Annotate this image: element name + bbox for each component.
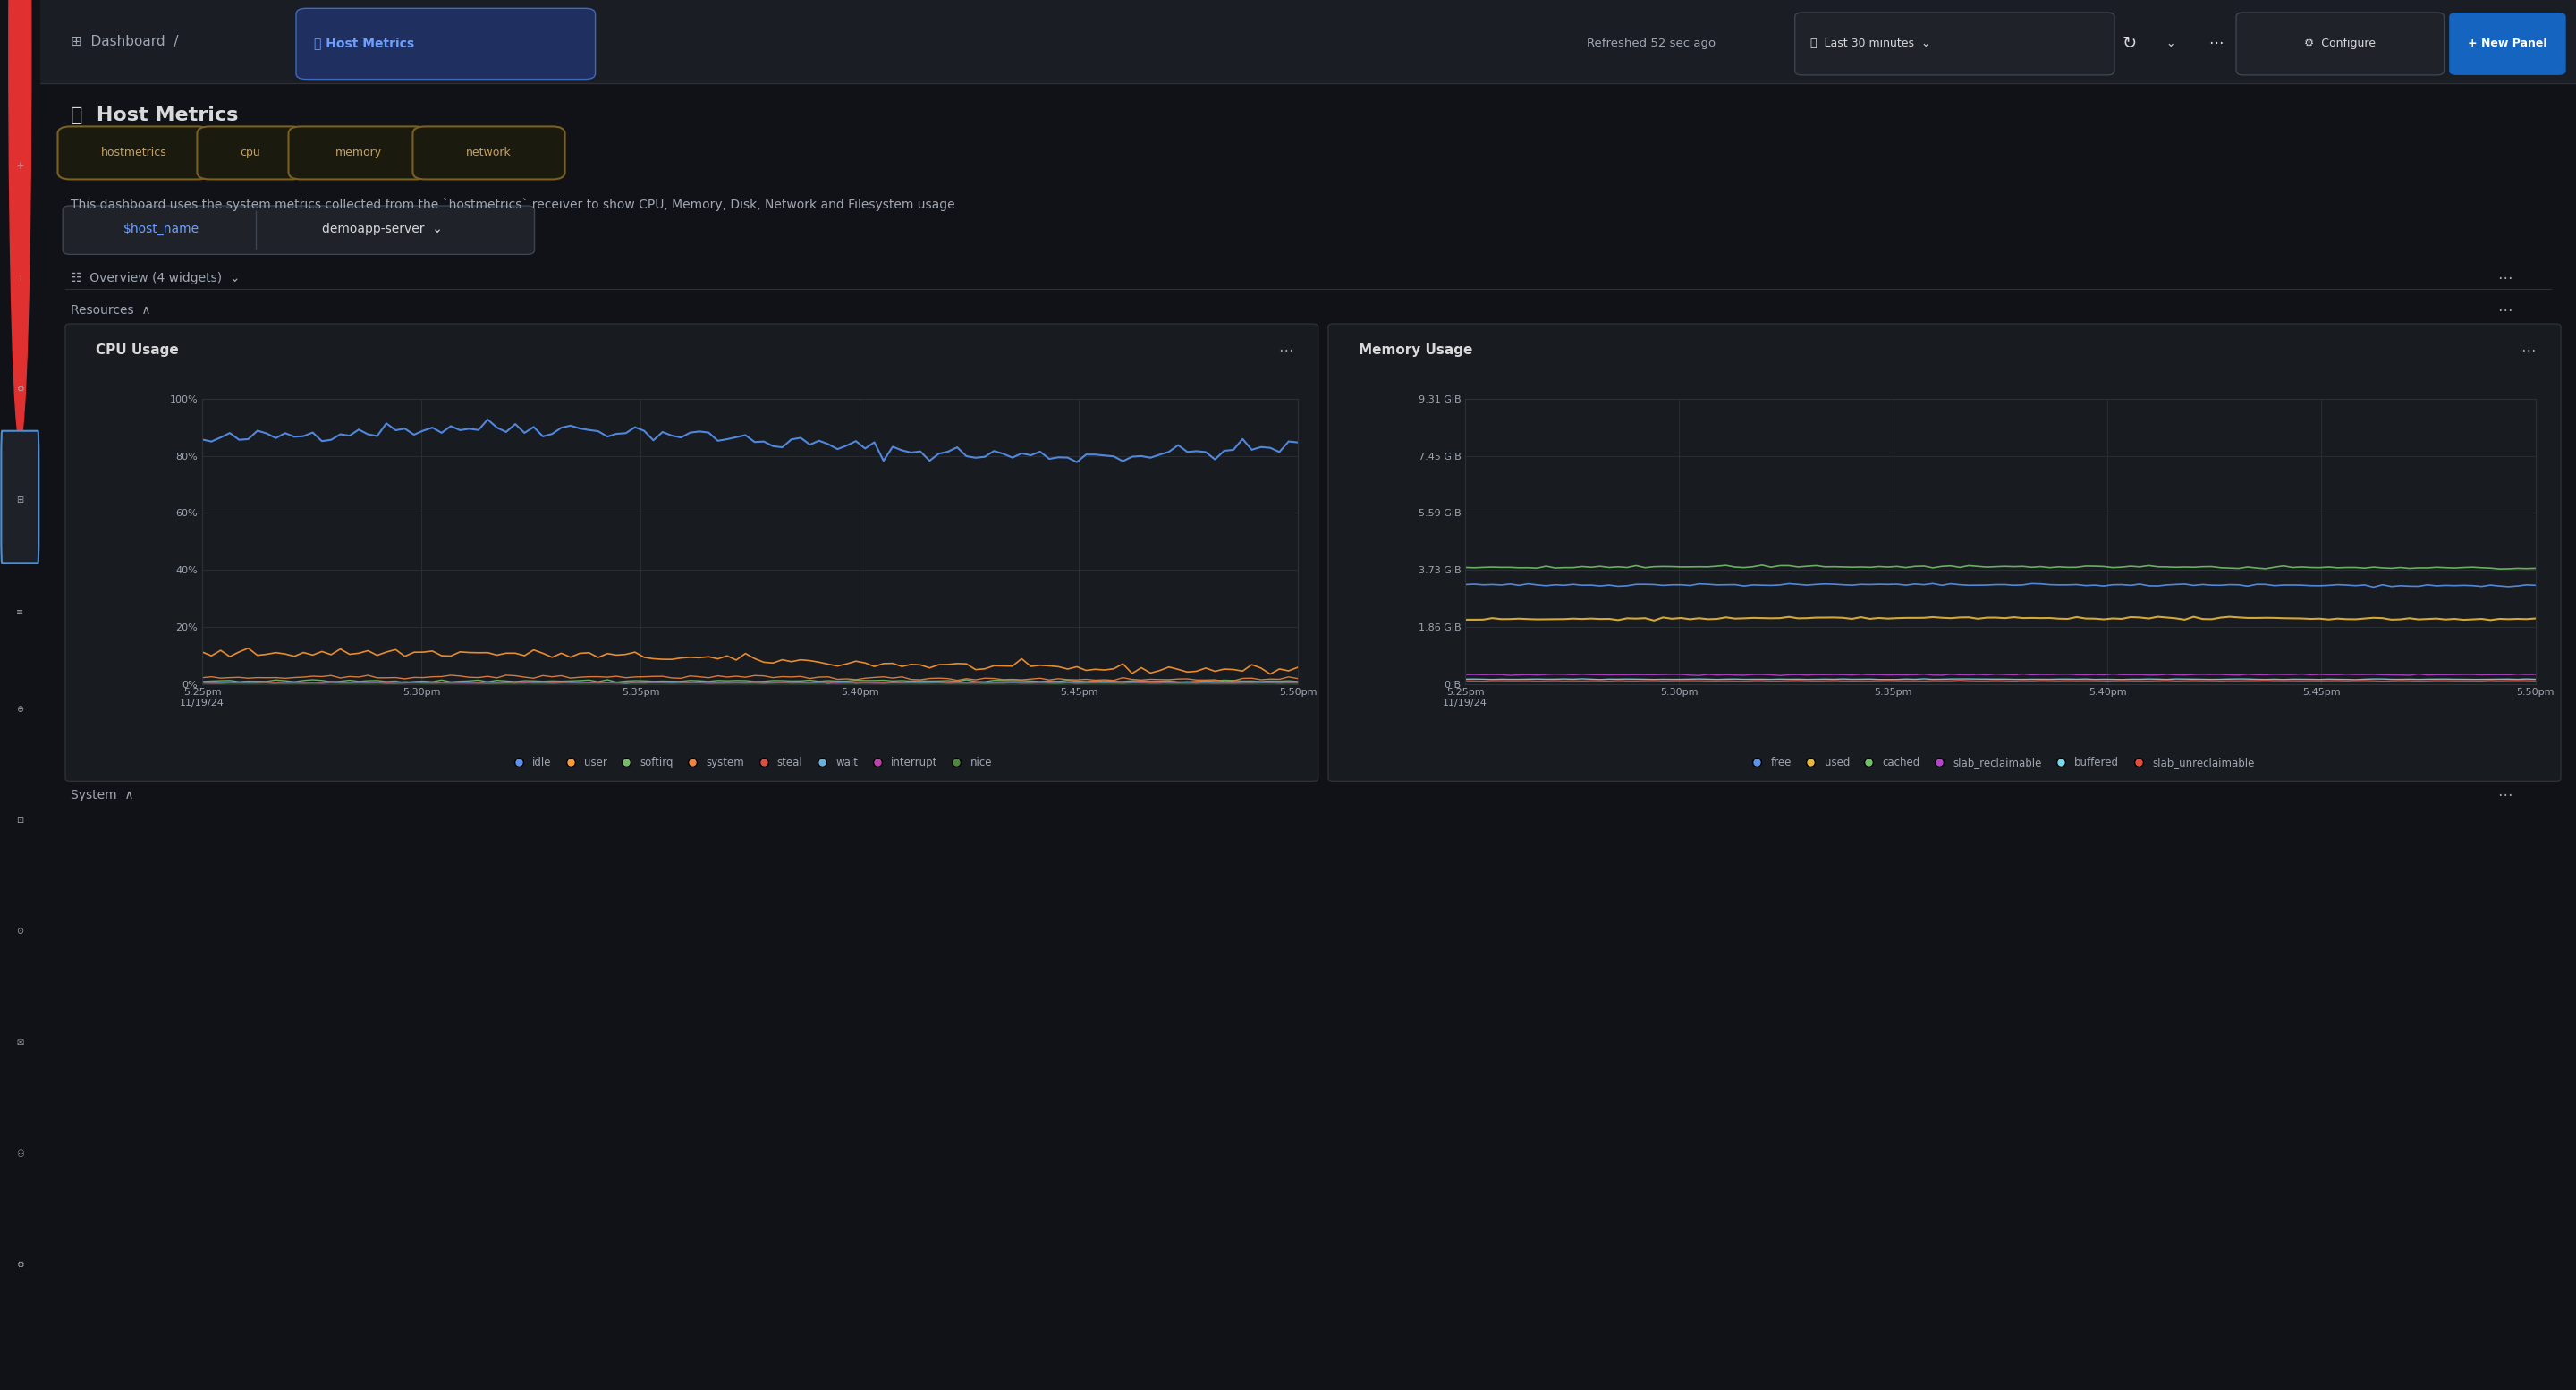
Text: ⊡: ⊡ <box>15 816 23 824</box>
Text: ⋯: ⋯ <box>2499 270 2512 286</box>
Text: This dashboard uses the system metrics collected from the `hostmetrics` receiver: This dashboard uses the system metrics c… <box>70 197 956 211</box>
Text: network: network <box>466 147 513 158</box>
Circle shape <box>8 0 31 441</box>
Text: 🌎  Host Metrics: 🌎 Host Metrics <box>70 107 237 124</box>
Text: Resources  ∧: Resources ∧ <box>70 303 149 317</box>
Text: ⋯: ⋯ <box>2499 787 2512 803</box>
FancyBboxPatch shape <box>64 324 1319 781</box>
FancyBboxPatch shape <box>62 206 533 254</box>
Text: ⊕: ⊕ <box>15 705 23 713</box>
Text: Refreshed 52 sec ago: Refreshed 52 sec ago <box>1587 38 1716 49</box>
Text: ☷  Overview (4 widgets)  ⌄: ☷ Overview (4 widgets) ⌄ <box>70 271 240 285</box>
Text: System  ∧: System ∧ <box>70 788 134 802</box>
Text: ⋯: ⋯ <box>2499 302 2512 318</box>
Text: ⚙  Configure: ⚙ Configure <box>2306 38 2375 49</box>
Text: ⊙: ⊙ <box>15 927 23 935</box>
Text: CPU Usage: CPU Usage <box>95 343 178 357</box>
FancyBboxPatch shape <box>57 126 209 179</box>
Text: cpu: cpu <box>240 147 260 158</box>
Text: ⚙: ⚙ <box>15 385 23 393</box>
Text: ⋯: ⋯ <box>2208 35 2223 51</box>
Text: ✈: ✈ <box>15 163 23 171</box>
Text: memory: memory <box>335 147 381 158</box>
Text: ⚙: ⚙ <box>15 1261 23 1269</box>
FancyBboxPatch shape <box>41 0 2576 83</box>
FancyBboxPatch shape <box>1795 13 2115 75</box>
Text: ⚇: ⚇ <box>15 1150 23 1158</box>
FancyBboxPatch shape <box>412 126 564 179</box>
FancyBboxPatch shape <box>1329 324 2561 781</box>
Text: ↻: ↻ <box>2123 35 2138 51</box>
Text: Memory Usage: Memory Usage <box>1358 343 1473 357</box>
Text: ⋯: ⋯ <box>2519 342 2535 359</box>
FancyBboxPatch shape <box>2236 13 2445 75</box>
Text: ⌄: ⌄ <box>2166 38 2174 49</box>
Text: ⏱  Last 30 minutes  ⌄: ⏱ Last 30 minutes ⌄ <box>1811 38 1929 49</box>
FancyBboxPatch shape <box>198 126 304 179</box>
Legend: free, used, cached, slab_reclaimable, buffered, slab_unreclaimable: free, used, cached, slab_reclaimable, bu… <box>1741 752 2259 773</box>
Text: $host_name: $host_name <box>124 222 201 236</box>
FancyBboxPatch shape <box>289 126 428 179</box>
Text: ✉: ✉ <box>15 1038 23 1047</box>
Text: + New Panel: + New Panel <box>2468 38 2548 49</box>
Text: 🌎 Host Metrics: 🌎 Host Metrics <box>314 36 415 50</box>
FancyBboxPatch shape <box>0 431 39 563</box>
Text: ⊞  Dashboard  /: ⊞ Dashboard / <box>70 35 178 49</box>
Text: hostmetrics: hostmetrics <box>100 147 167 158</box>
Text: demoapp-server  ⌄: demoapp-server ⌄ <box>322 222 443 236</box>
Text: ⋯: ⋯ <box>1278 342 1293 359</box>
Legend: idle, user, softirq, system, steal, wait, interrupt, nice: idle, user, softirq, system, steal, wait… <box>502 752 997 773</box>
FancyBboxPatch shape <box>296 8 595 79</box>
FancyBboxPatch shape <box>2450 13 2566 75</box>
Text: ⊞: ⊞ <box>15 496 23 505</box>
Text: ≡: ≡ <box>15 607 23 616</box>
